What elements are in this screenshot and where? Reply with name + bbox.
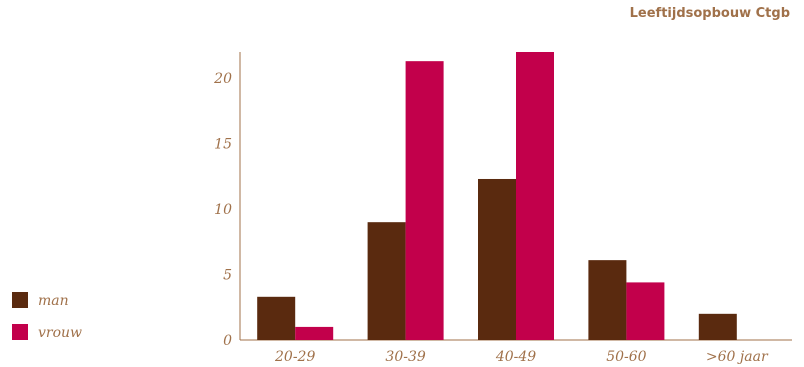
- y-tick-label: 20: [213, 71, 232, 87]
- y-tick-label: 15: [214, 137, 232, 153]
- y-axis: 0 5 10 15 20: [213, 52, 241, 349]
- bar-man-60jaar: [698, 313, 737, 340]
- y-tick-label: 0: [223, 333, 232, 349]
- bar-man-2029: [257, 296, 296, 340]
- bar-vrouw-3039: [405, 61, 444, 340]
- chart-title: Leeftijdsopbouw Ctgb: [629, 6, 790, 21]
- bar-vrouw-2029: [295, 326, 334, 340]
- x-tick-label: 50-60: [606, 349, 646, 365]
- y-tick-label: 5: [223, 268, 232, 284]
- x-tick-label: 40-49: [495, 349, 536, 365]
- y-tick-label: 10: [214, 202, 232, 218]
- x-tick-label: 20-29: [274, 349, 315, 365]
- legend-swatch-man: [12, 292, 28, 308]
- x-axis: 20-29 30-39 40-49 50-60 >60 jaar: [240, 339, 792, 365]
- bar-vrouw-5060: [626, 282, 665, 340]
- bar-man-4049: [478, 178, 516, 340]
- legend: man vrouw: [12, 292, 82, 341]
- bar-man-5060: [588, 260, 627, 340]
- legend-label-vrouw: vrouw: [38, 325, 82, 341]
- legend-swatch-vrouw: [12, 324, 28, 340]
- bar-vrouw-4049: [516, 52, 554, 340]
- x-tick-label: >60 jaar: [706, 349, 769, 365]
- bar-man-3039: [367, 222, 406, 340]
- bars: [257, 52, 737, 340]
- legend-label-man: man: [38, 293, 69, 309]
- x-tick-label: 30-39: [385, 349, 425, 365]
